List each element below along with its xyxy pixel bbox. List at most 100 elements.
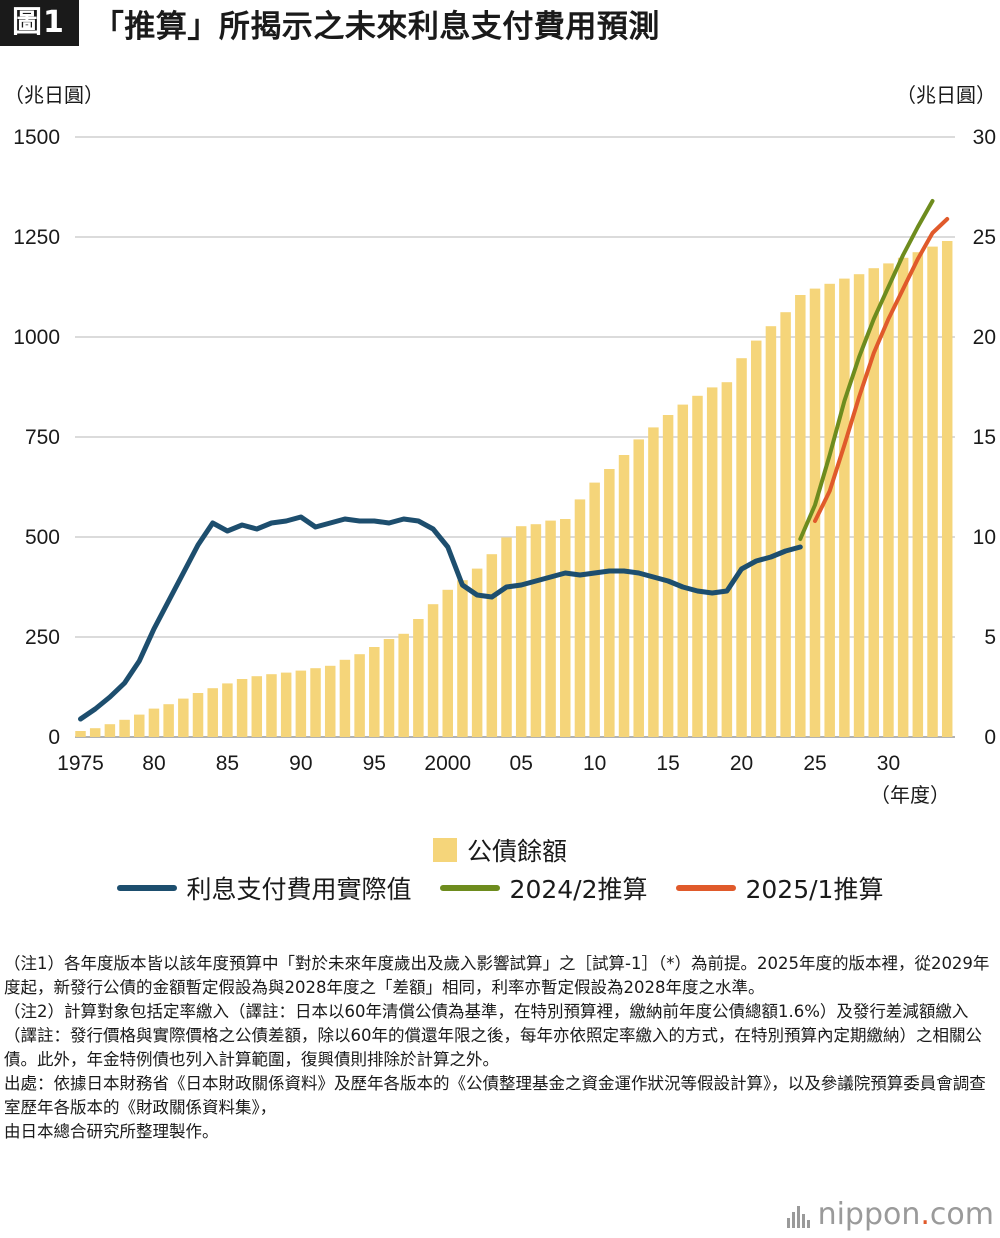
right-tick-label: 30: [973, 126, 996, 149]
debt-bar: [589, 482, 600, 737]
debt-bar: [280, 672, 292, 737]
x-tick-label: 2000: [424, 752, 471, 775]
x-axis-unit: （年度）: [870, 783, 950, 807]
debt-bar: [339, 659, 351, 737]
right-tick-label: 25: [973, 226, 996, 249]
debt-bar: [413, 619, 424, 737]
debt-bar: [618, 455, 630, 737]
right-tick-label: 5: [984, 626, 996, 649]
debt-bar: [897, 257, 909, 737]
debt-bar: [354, 654, 365, 737]
legend-2025-label: 2025/1推算: [745, 875, 884, 904]
x-tick-label: 05: [510, 752, 533, 775]
x-tick-label: 85: [216, 752, 239, 775]
debt-bar: [560, 519, 571, 737]
note-2: （注2）計算對象包括定率繳入（譯註：日本以60年清償公債為基準，在特別預算裡，繳…: [4, 1002, 982, 1069]
debt-bar: [236, 679, 248, 737]
debt-bar: [310, 668, 321, 737]
debt-bar: [104, 724, 116, 737]
debt-bar: [692, 395, 703, 737]
logo-dot: .: [920, 1197, 930, 1232]
debt-bar: [442, 589, 453, 737]
debt-bar: [853, 274, 865, 737]
debt-bar: [750, 340, 762, 737]
debt-bar: [192, 693, 204, 737]
interest-actual-line: [78, 514, 803, 722]
debt-bar: [119, 719, 130, 737]
debt-bar: [927, 246, 938, 737]
nippon-logo: nippon. com: [780, 1197, 994, 1232]
left-tick-label: 1500: [13, 126, 60, 149]
debt-bar: [883, 263, 894, 737]
debt-bar: [604, 469, 615, 737]
debt-bar: [471, 568, 483, 737]
debt-bar: [530, 524, 542, 737]
debt-bar: [89, 728, 101, 737]
debt-bar: [780, 312, 791, 737]
legend-bottom: 利息支付費用實際值 2024/2推算 2025/1推算: [0, 870, 1000, 906]
left-tick-label: 0: [48, 726, 60, 749]
legend-2024-label: 2024/2推算: [509, 875, 648, 904]
debt-bar: [75, 731, 86, 737]
line-series: [78, 199, 950, 722]
legend-actual-swatch: [116, 885, 177, 891]
right-tick-label: 20: [973, 326, 996, 349]
legend-2024: 2024/2推算: [439, 870, 648, 906]
left-tick-label: 1250: [13, 226, 60, 249]
legend-top: 公債餘額: [0, 832, 1000, 868]
legend-bar-swatch: [432, 838, 457, 862]
debt-bar: [457, 580, 468, 737]
debt-bar: [662, 415, 674, 737]
legend-2025: 2025/1推算: [675, 870, 884, 906]
debt-bar: [148, 708, 160, 737]
right-axis-unit: （兆日圓）: [896, 83, 996, 107]
debt-bar: [134, 714, 145, 737]
x-tick-label: 10: [583, 752, 606, 775]
right-tick-label: 0: [984, 726, 996, 749]
right-tick-label: 15: [973, 426, 996, 449]
estimate-2025-line: [813, 217, 950, 523]
debt-bar: [824, 283, 835, 737]
source-note: 出處：依據日本財務省《日本財政關係資料》及歷年各版本的《公債整理基金之資金運作狀…: [4, 1074, 986, 1117]
left-tick-label: 750: [25, 426, 60, 449]
debt-bar: [398, 633, 409, 737]
x-tick-label: 30: [877, 752, 900, 775]
debt-bar: [163, 704, 174, 737]
x-tick-label: 15: [656, 752, 679, 775]
legend-bar-label: 公債餘額: [466, 837, 567, 866]
debt-bar: [251, 676, 263, 737]
debt-bar: [486, 554, 498, 737]
debt-bar: [736, 358, 747, 737]
debt-bar: [809, 288, 821, 737]
debt-bar: [839, 278, 850, 737]
x-tick-label: 25: [803, 752, 826, 775]
debt-bar: [501, 537, 512, 737]
figure-badge: 圖1: [0, 0, 79, 46]
x-tick-label: 95: [363, 752, 386, 775]
debt-bar: [383, 639, 395, 737]
debt-bar: [941, 241, 953, 737]
logo-tld: com: [929, 1197, 994, 1232]
debt-bar: [648, 427, 659, 737]
legend-2025-swatch: [675, 885, 736, 891]
debt-bar: [765, 326, 777, 737]
debt-bar: [324, 665, 336, 737]
x-tick-label: 20: [730, 752, 753, 775]
gridlines: [75, 136, 955, 738]
left-tick-label: 1000: [13, 326, 60, 349]
title-bar: 圖1 「推算」所揭示之未來利息支付費用預測: [0, 0, 660, 46]
note-1: （注1）各年度版本皆以該年度預算中「對於未來年度歲出及歲入影響試算」之［試算-1…: [4, 954, 990, 997]
x-tick-label: 90: [289, 752, 312, 775]
debt-bar: [295, 670, 307, 737]
debt-bar: [795, 295, 806, 737]
legend-actual-label: 利息支付費用實際值: [186, 875, 412, 904]
logo-bars-icon: [786, 1202, 812, 1228]
legend-2024-swatch: [439, 885, 500, 891]
footnotes: （注1）各年度版本皆以該年度預算中「對於未來年度歲出及歲入影響試算」之［試算-1…: [4, 952, 998, 1144]
left-tick-label: 500: [25, 526, 60, 549]
right-tick-label: 10: [973, 526, 996, 549]
debt-bar: [677, 404, 689, 737]
debt-bar: [207, 688, 218, 737]
debt-bar: [706, 387, 718, 737]
